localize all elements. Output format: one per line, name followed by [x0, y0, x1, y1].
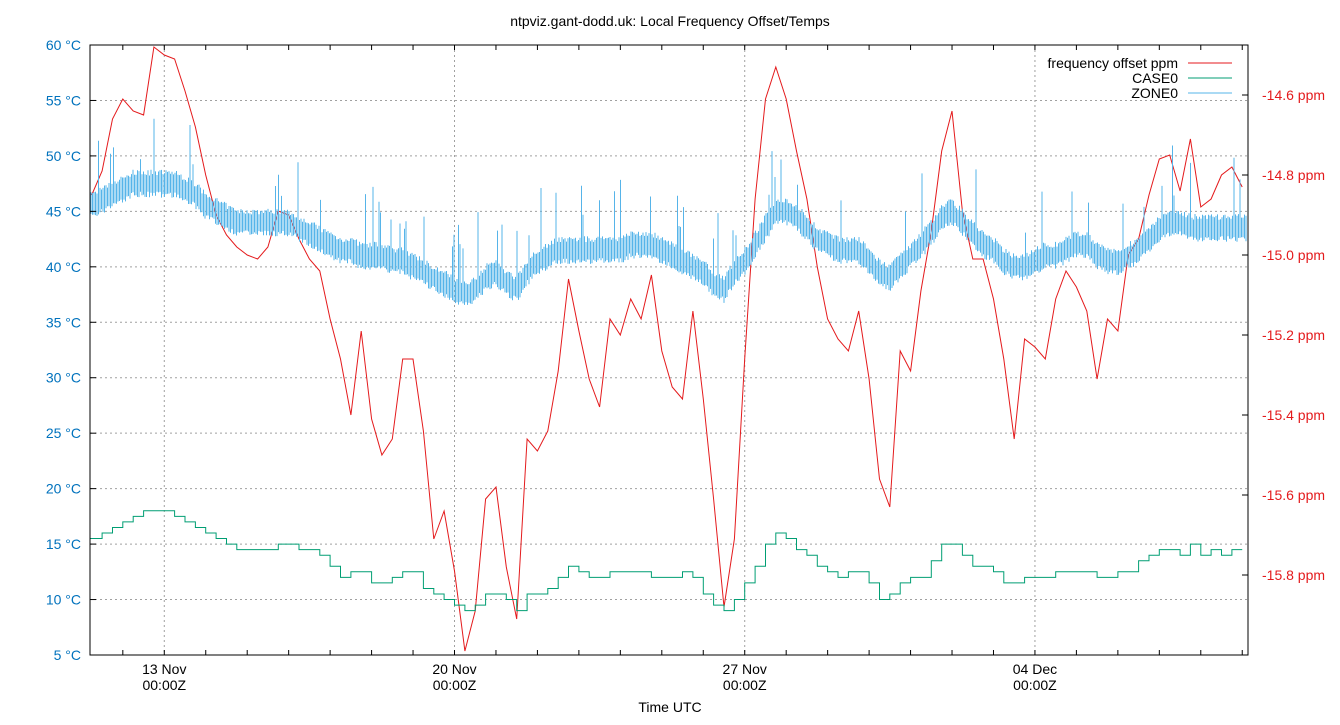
y-tick-label: 10 °C [46, 592, 81, 608]
y-tick-label: 30 °C [46, 370, 81, 386]
series-case0 [90, 510, 1243, 612]
y-tick-label: 15 °C [46, 536, 81, 552]
y2-tick-label: -14.6 ppm [1262, 87, 1325, 103]
legend-label: frequency offset ppm [1048, 55, 1178, 71]
axes: 5 °C 10 °C 15 °C 20 °C 25 °C 30 °C 35 °C 40 °C 4… [46, 37, 1325, 693]
grid [90, 45, 1248, 655]
y-tick-label: 5 °C [54, 647, 81, 663]
y2-tick-label: -14.8 ppm [1262, 167, 1325, 183]
legend-label: CASE0 [1132, 70, 1178, 86]
y2-tick-label: -15.2 ppm [1262, 327, 1325, 343]
x-tick-label-time: 00:00Z [142, 677, 186, 693]
y2-tick-label: -15.8 ppm [1262, 567, 1325, 583]
series-frequency-offset-ppm [91, 46, 1243, 652]
y-tick-label: 45 °C [46, 203, 81, 219]
chart-title: ntpviz.gant-dodd.uk: Local Frequency Off… [510, 13, 830, 29]
frequency-offset-line [91, 46, 1243, 652]
x-tick-label: 13 Nov [142, 661, 186, 677]
zone0-line [90, 118, 1247, 305]
y-tick-label: 25 °C [46, 425, 81, 441]
y-tick-label: 20 °C [46, 481, 81, 497]
legend-label: ZONE0 [1131, 85, 1178, 101]
y-tick-label: 35 °C [46, 314, 81, 330]
y-tick-label: 50 °C [46, 148, 81, 164]
x-tick-label-time: 00:00Z [433, 677, 477, 693]
y2-tick-label: -15.6 ppm [1262, 487, 1325, 503]
plot-border [89, 44, 1249, 656]
plot-area [90, 46, 1247, 652]
y-tick-label: 60 °C [46, 37, 81, 53]
x-tick-label: 20 Nov [432, 661, 476, 677]
case0-line [90, 510, 1243, 612]
x-tick-label-time: 00:00Z [723, 677, 767, 693]
y2-tick-label: -15.0 ppm [1262, 247, 1325, 263]
x-tick-label: 27 Nov [723, 661, 767, 677]
x-axis-label: Time UTC [638, 699, 701, 715]
series-zone0 [90, 118, 1247, 305]
x-tick-label: 04 Dec [1013, 661, 1057, 677]
y-tick-label: 55 °C [46, 92, 81, 108]
x-tick-label-time: 00:00Z [1013, 677, 1057, 693]
y2-tick-label: -15.4 ppm [1262, 407, 1325, 423]
y-tick-label: 40 °C [46, 259, 81, 275]
